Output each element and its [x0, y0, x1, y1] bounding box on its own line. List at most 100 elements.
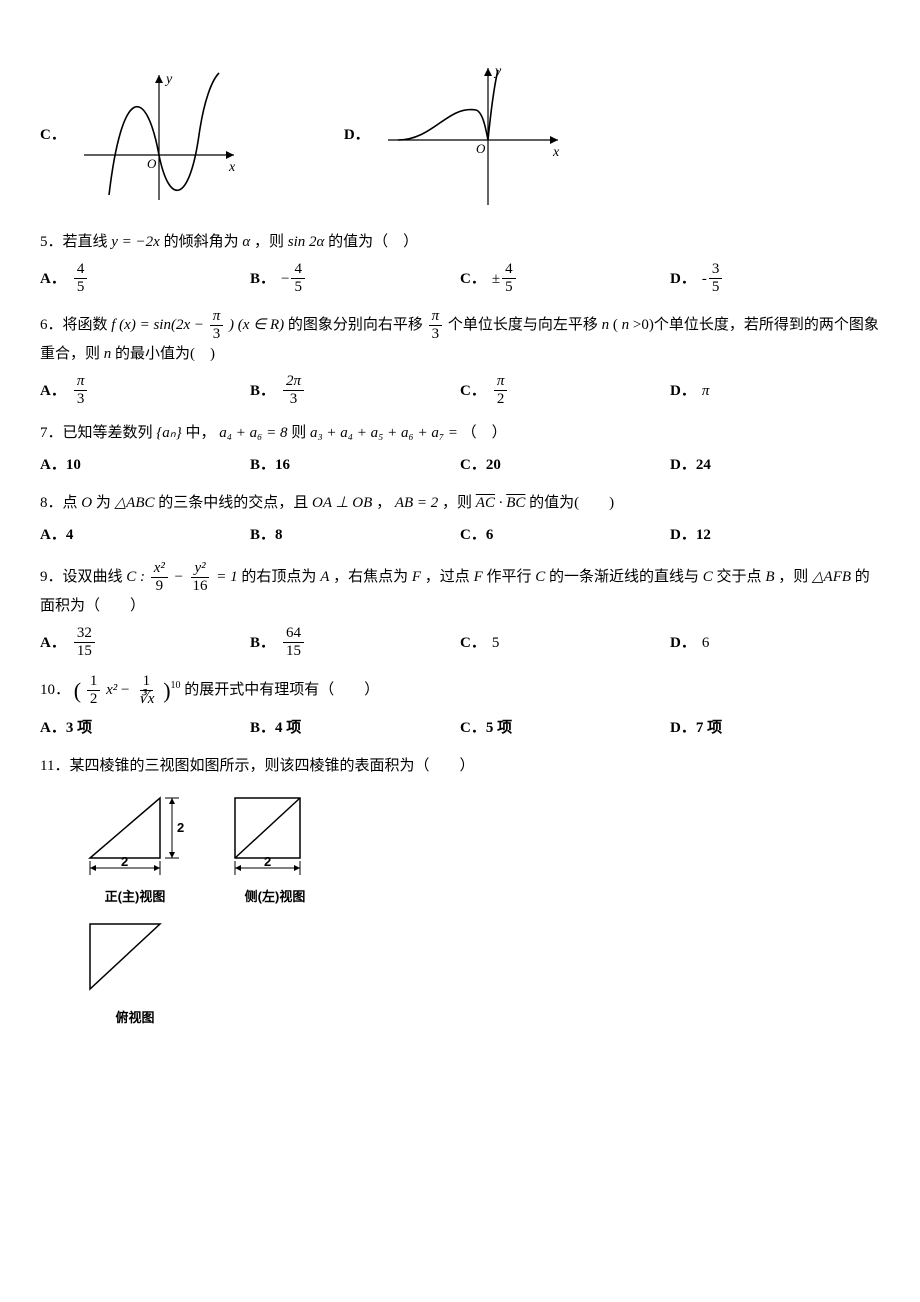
q9-a: A — [320, 569, 329, 585]
q10-d: D．7 项 — [670, 716, 722, 740]
q5-opt-d: D．- 35 — [670, 262, 880, 295]
q9-b-num: 64 — [283, 626, 304, 643]
q9-tri: △AFB — [812, 569, 851, 585]
q9-opt-d: D．6 — [670, 626, 880, 659]
option-c-letter: C． — [40, 123, 66, 147]
q9-d-text: 6 — [702, 631, 710, 655]
q5-options: A．45 B．−45 C．±45 D．- 35 — [40, 262, 880, 295]
q6-sh-den: 3 — [429, 326, 443, 342]
q9-minus: − — [174, 569, 188, 585]
svg-text:x: x — [552, 145, 560, 160]
q10-exp: 10 — [171, 680, 181, 691]
q7-t1: 中， — [186, 425, 216, 441]
q8-t4: ，则 — [442, 495, 476, 511]
q5-t2: ，则 — [254, 234, 288, 250]
option-d-letter: D． — [344, 123, 370, 147]
q6-c-den: 2 — [494, 391, 508, 407]
q10-minus: − — [121, 682, 133, 698]
q9-x2: x² — [151, 561, 168, 578]
graph-c-svg: y x O — [74, 65, 244, 205]
q9-opt-a: A．3215 — [40, 626, 250, 659]
svg-text:y: y — [493, 64, 502, 79]
q10-half-n: 1 — [87, 674, 101, 691]
q9-t4: 作平行 — [486, 569, 531, 585]
side-view-svg: 2 — [220, 788, 330, 883]
q7-text: 7．已知等差数列 {aₙ} 中， a₄ + a₆ = 8 则 a₃ + a₄ +… — [40, 421, 880, 445]
q9-t6: 交于点 — [717, 569, 762, 585]
q8-t0: 8．点 — [40, 495, 78, 511]
q7-t0: 7．已知等差数列 — [40, 425, 153, 441]
q6-opt-b: B．2π3 — [250, 374, 460, 407]
top-view-block: 俯视图 — [80, 914, 190, 1029]
q9-d-letter: D． — [670, 631, 696, 655]
q7-seq: {aₙ} — [156, 425, 181, 441]
graph-option-c: C． y x O — [40, 65, 244, 205]
q9-b-letter: B． — [250, 631, 275, 655]
q5-c-num: 4 — [502, 262, 516, 279]
q6-n3: n — [104, 346, 112, 362]
q6-t2: 个单位长度与向左平移 — [448, 317, 602, 333]
q9-t7: ，则 — [778, 569, 808, 585]
q9-c-letter: C． — [460, 631, 486, 655]
q5-alpha: α — [242, 234, 250, 250]
q7-d: D．24 — [670, 453, 711, 477]
q10-rparen: ) — [163, 678, 170, 703]
q6-t5: 的最小值为( ) — [115, 346, 215, 362]
q9-b: B — [765, 569, 774, 585]
q10-root: ∛x — [135, 691, 157, 707]
q10-tail: 的展开式中有理项有（ ） — [184, 682, 379, 698]
q6-opt-a: A．π3 — [40, 374, 250, 407]
q10-options: A．3 项 B．4 项 C．5 项 D．7 项 — [40, 716, 880, 740]
q5-b-letter: B． — [250, 267, 275, 291]
q10-opt-a: A．3 项 — [40, 716, 250, 740]
q7-t3: （ ） — [462, 425, 507, 441]
q9-yden: 16 — [190, 578, 211, 594]
q6-text: 6．将函数 f (x) = sin(2x − π3 ) (x ∈ R) 的图象分… — [40, 309, 880, 366]
q6-fx-pre: f (x) = sin(2x − — [111, 317, 204, 333]
q8-a: A．4 — [40, 523, 73, 547]
svg-text:2: 2 — [121, 854, 128, 869]
q5-c-letter: C． — [460, 267, 486, 291]
q8-b: B．8 — [250, 523, 283, 547]
q7-t2: 则 — [291, 425, 310, 441]
q8-c: C．6 — [460, 523, 493, 547]
q8-t2: 的三条中线的交点，且 — [158, 495, 308, 511]
q9-c: C — [535, 569, 545, 585]
q6-c-num: π — [494, 374, 508, 391]
q5-opt-c: C．±45 — [460, 262, 670, 295]
q8-bc: BC — [506, 495, 525, 511]
q6-a-letter: A． — [40, 379, 66, 403]
q5-c-den: 5 — [502, 279, 516, 295]
svg-text:2: 2 — [177, 820, 184, 835]
q10-opt-b: B．4 项 — [250, 716, 460, 740]
q11-text: 11．某四棱锥的三视图如图所示，则该四棱锥的表面积为（ ） — [40, 754, 880, 778]
q9-text: 9．设双曲线 C : x²9 − y²16 = 1 的右顶点为 A ，右焦点为 … — [40, 561, 880, 618]
q10-b: B．4 项 — [250, 716, 301, 740]
q9-a-letter: A． — [40, 631, 66, 655]
q7-cond: a₄ + a₆ = 8 — [219, 425, 287, 441]
q5-opt-b: B．−45 — [250, 262, 460, 295]
q10-c: C．5 项 — [460, 716, 512, 740]
q5-b-den: 5 — [291, 279, 305, 295]
q8-t5: 的值为( ) — [529, 495, 614, 511]
q5-a-den: 5 — [74, 279, 88, 295]
q7-opt-c: C．20 — [460, 453, 670, 477]
q9-eq: = 1 — [216, 569, 237, 585]
q7-sum: a₃ + a₄ + a₅ + a₆ + a₇ = — [310, 425, 458, 441]
q5-b-pre: − — [281, 267, 289, 291]
q5-c-pre: ± — [492, 267, 500, 291]
q9-t0: 9．设双曲线 — [40, 569, 123, 585]
q8-opt-b: B．8 — [250, 523, 460, 547]
q9-t1: 的右顶点为 — [241, 569, 316, 585]
front-view-svg: 2 2 — [80, 788, 190, 883]
top-view-caption: 俯视图 — [80, 1008, 190, 1029]
front-view-caption: 正(主)视图 — [80, 887, 190, 908]
q5-d-letter: D． — [670, 267, 696, 291]
q8-tri: △ABC — [115, 495, 155, 511]
q6-t1: 的图象分别向右平移 — [288, 317, 427, 333]
q6-b-num: 2π — [283, 374, 304, 391]
q6-sh-num: π — [429, 309, 443, 326]
q5-a-letter: A． — [40, 267, 66, 291]
q8-opt-a: A．4 — [40, 523, 250, 547]
top-view-svg — [80, 914, 190, 1004]
